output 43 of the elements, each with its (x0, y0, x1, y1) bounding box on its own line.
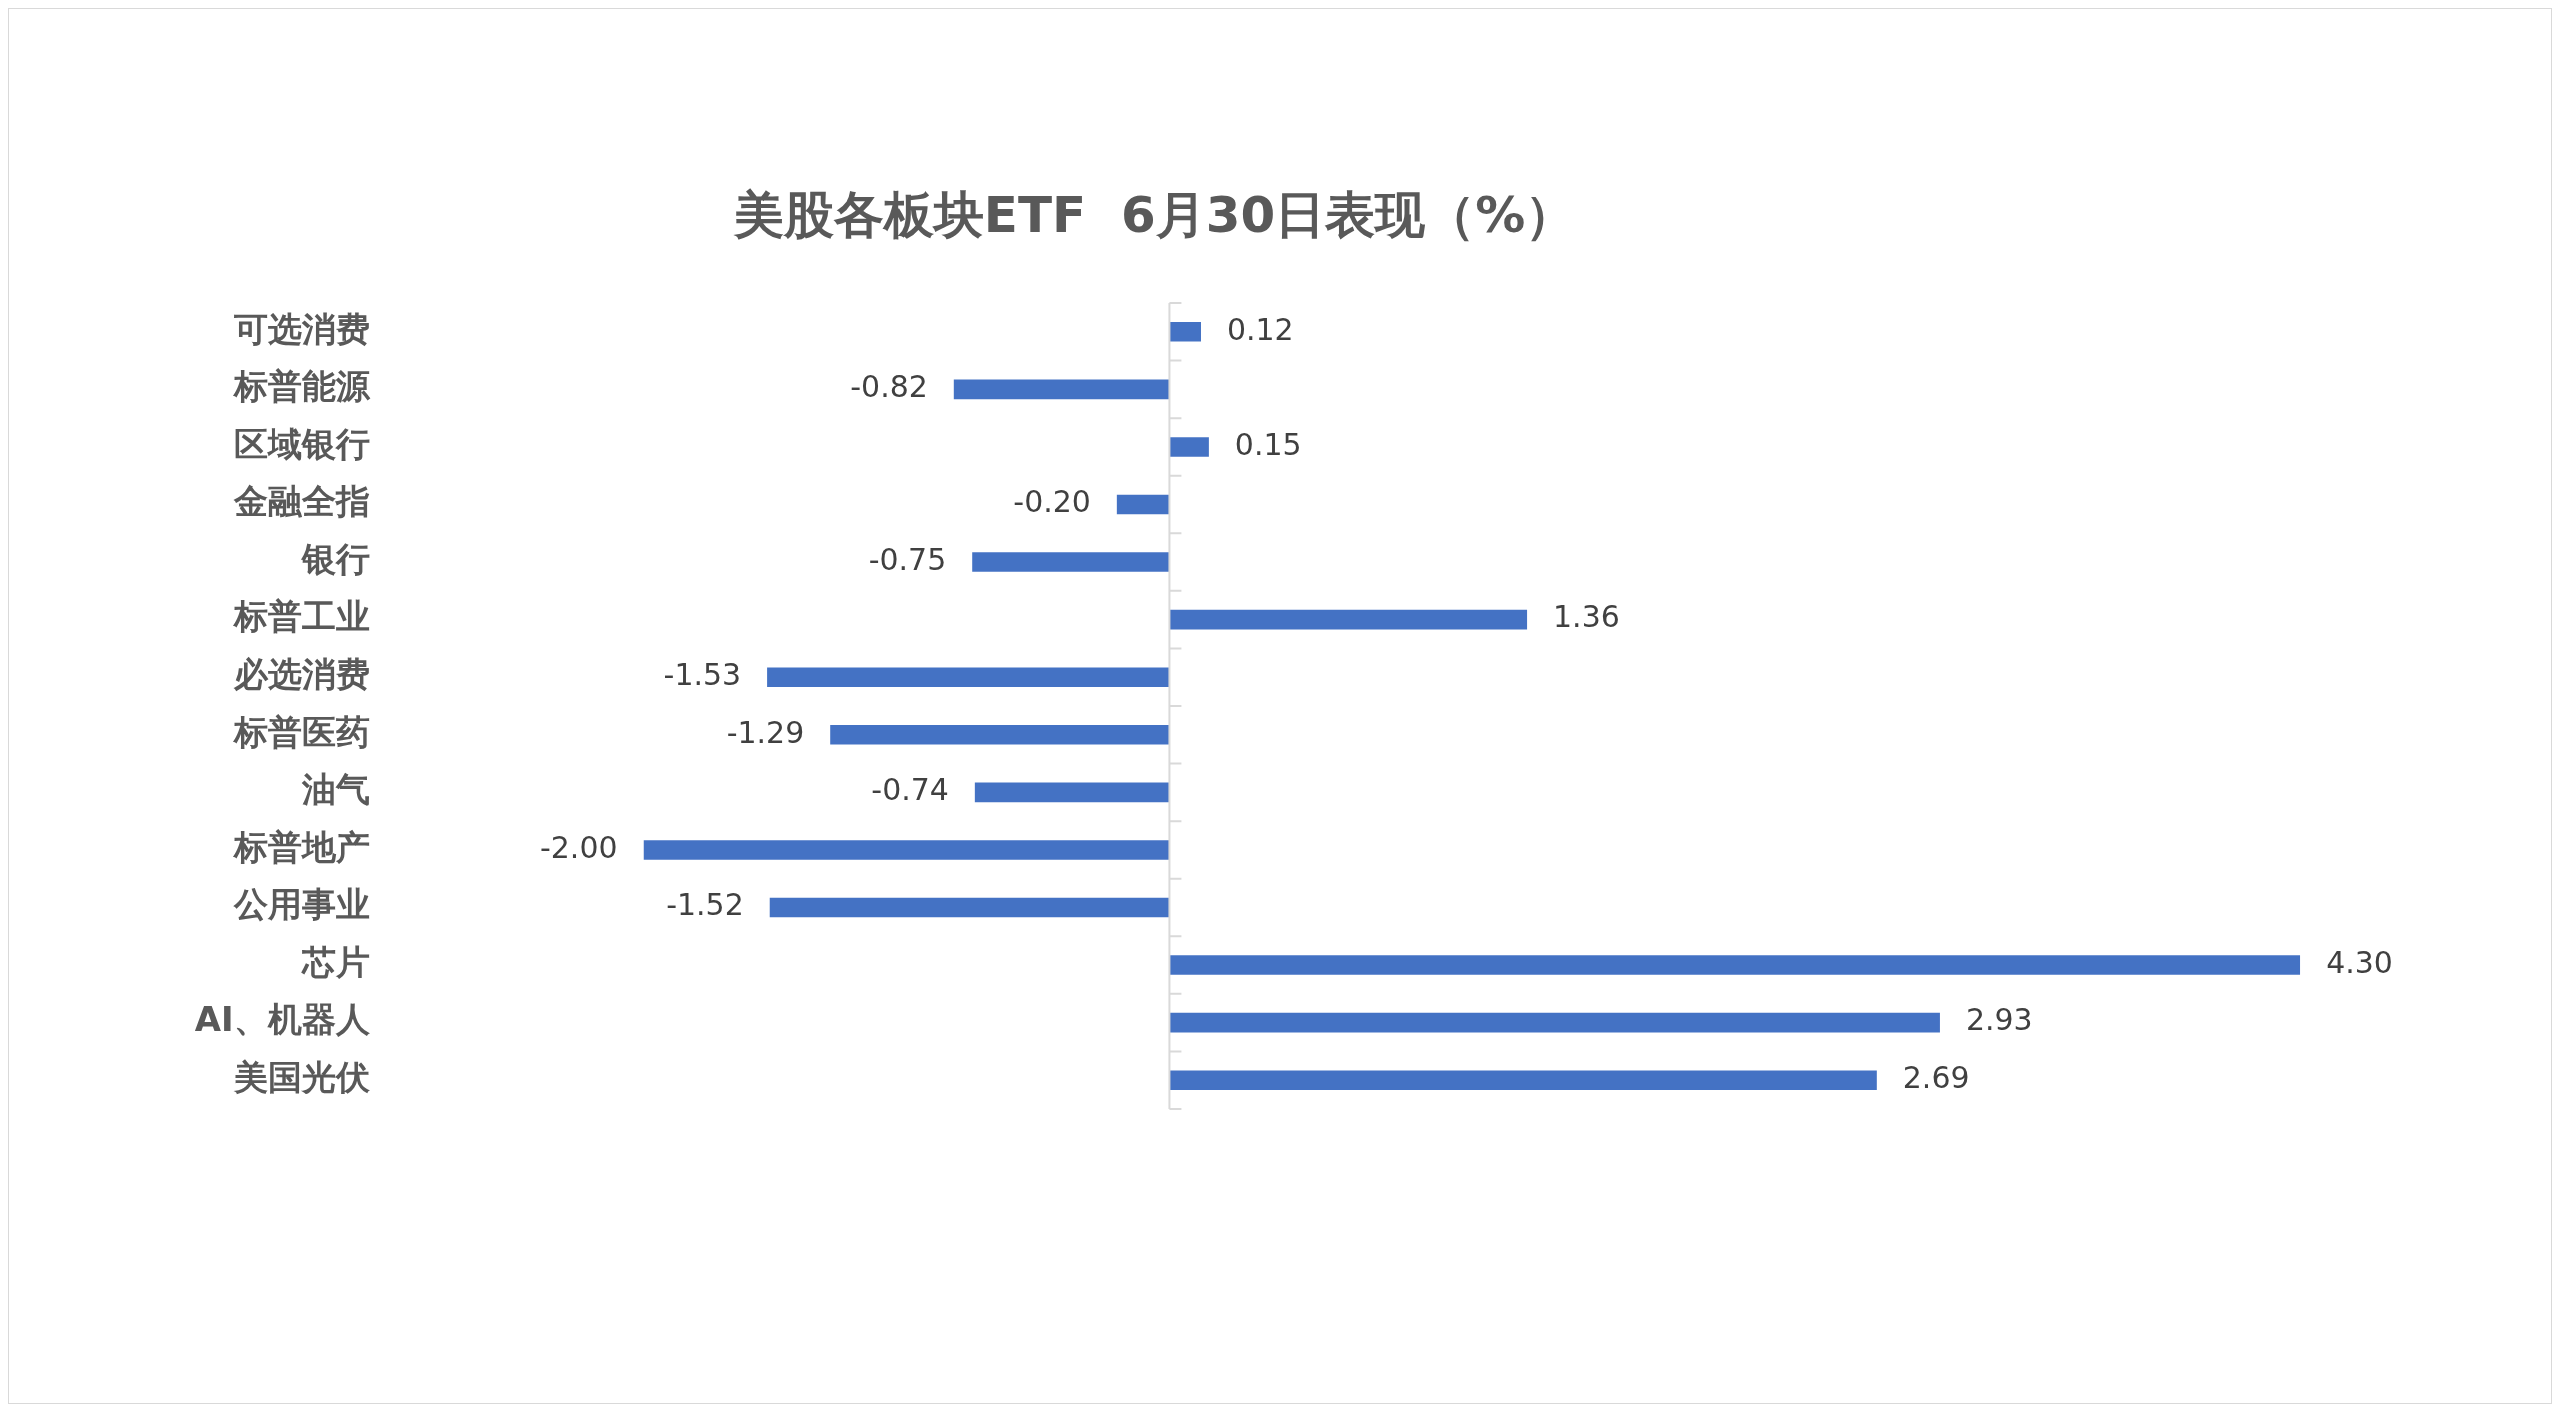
y-tick-label: 标普能源 (231, 366, 371, 407)
bar (830, 725, 1170, 745)
y-tick-label: 必选消费 (232, 654, 370, 695)
data-label: 0.12 (1226, 311, 1294, 347)
bar (1169, 955, 2301, 975)
y-tick-label: AI、机器人 (194, 999, 371, 1040)
y-tick-label: 芯片 (300, 941, 370, 982)
chart-title: 美股各板块ETF 6月30日表现（%） (732, 186, 1576, 245)
bar (1169, 1012, 1940, 1033)
bar (643, 840, 1170, 860)
data-label: -1.53 (663, 657, 742, 692)
y-tick-label: 金融全指 (232, 481, 370, 522)
bar (769, 897, 1170, 918)
bar (1169, 609, 1528, 630)
bar (972, 552, 1170, 572)
data-label: -0.74 (871, 772, 949, 808)
y-tick-label: 公用事业 (232, 884, 370, 925)
bar (767, 667, 1170, 687)
y-tick-label: 标普地产 (231, 826, 370, 867)
data-label: 4.30 (2326, 944, 2393, 980)
y-tick-label: 区域银行 (233, 423, 370, 464)
y-tick-label: 油气 (300, 769, 370, 810)
data-label: -1.52 (666, 887, 744, 923)
bar (1169, 1070, 1877, 1091)
data-label: 2.93 (1965, 1002, 2033, 1038)
data-label: 0.15 (1234, 426, 1302, 462)
data-label: -2.00 (539, 829, 618, 865)
data-label: -0.82 (850, 369, 928, 405)
bar (1169, 437, 1209, 457)
bar (1169, 321, 1201, 342)
bar (953, 379, 1170, 400)
y-tick-label: 美国光伏 (232, 1057, 371, 1098)
bar (974, 782, 1170, 803)
data-label: -0.20 (1013, 484, 1091, 520)
data-label: 2.69 (1902, 1060, 1970, 1096)
data-label: -1.29 (726, 714, 805, 750)
y-tick-label: 可选消费 (232, 308, 370, 349)
y-tick-label: 标普工业 (231, 596, 370, 637)
bar (1116, 494, 1170, 515)
data-label: -0.75 (868, 541, 947, 577)
y-tick-label: 标普医药 (231, 711, 370, 752)
data-label: 1.36 (1553, 599, 1620, 635)
y-tick-label: 银行 (299, 538, 370, 579)
